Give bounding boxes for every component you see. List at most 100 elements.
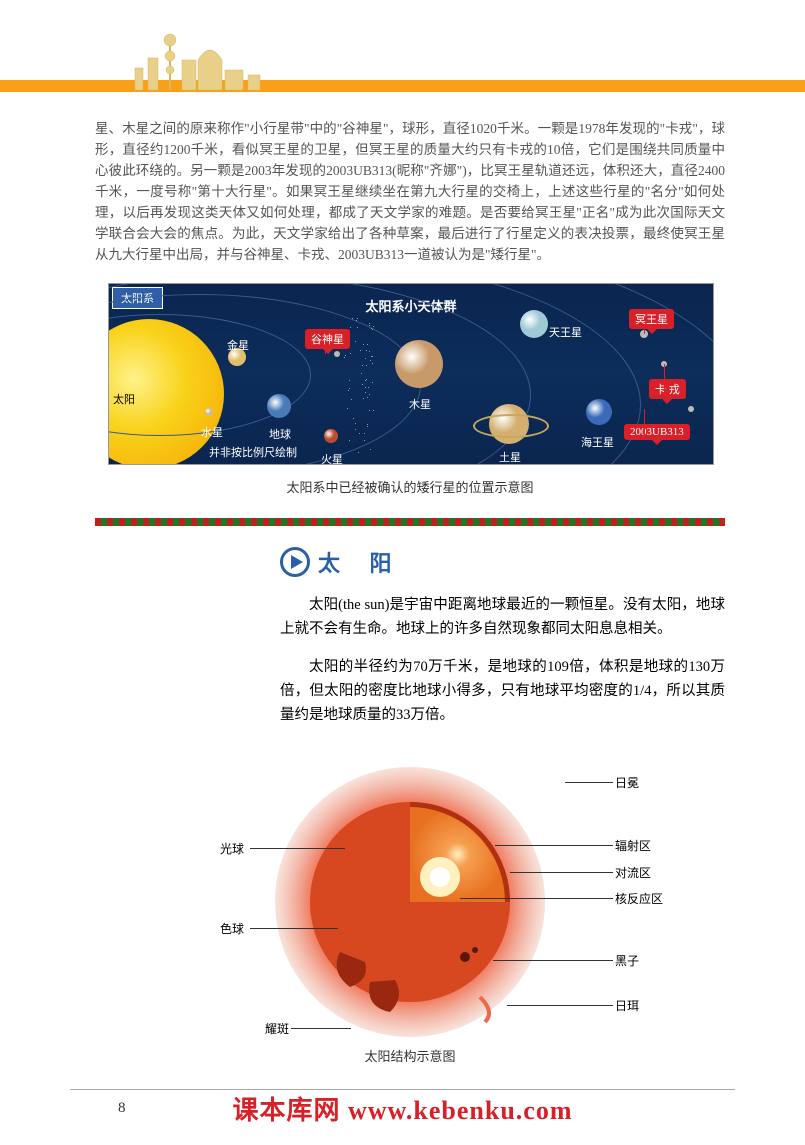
sun-heading: 太 阳 <box>280 546 725 578</box>
dwarf-callout: 卡 戎 <box>649 379 686 399</box>
sun-cutaway-icon <box>270 762 550 1042</box>
dwarf-planet <box>688 406 694 412</box>
asteroid-dot <box>361 373 362 374</box>
asteroid-dot <box>372 356 373 357</box>
asteroid-dot <box>366 365 367 366</box>
asteroid-dot <box>372 382 373 383</box>
intro-paragraph: 星、木星之间的原来称作"小行星带"中的"谷神星"，球形，直径1020千米。一颗是… <box>95 118 725 265</box>
asteroid-dot <box>362 384 363 385</box>
planet-天王星 <box>520 310 548 338</box>
dwarf-callout: 2003UB313 <box>624 424 690 440</box>
asteroid-dot <box>359 433 360 434</box>
callout-line <box>664 364 665 394</box>
asteroid-dot <box>357 327 358 328</box>
struct-line <box>510 872 613 873</box>
asteroid-dot <box>369 394 370 395</box>
asteroid-dot <box>365 392 366 393</box>
asteroid-dot <box>369 410 370 411</box>
asteroid-dot <box>349 440 350 441</box>
solar-system-diagram: 太阳系 太阳系小天体群 太阳 并非按比例尺绘制 水星金星地球火星木星土星天王星海… <box>108 283 712 496</box>
struct-label: 黑子 <box>615 952 639 969</box>
asteroid-dot <box>357 318 358 319</box>
struct-line <box>460 898 613 899</box>
planet-label: 天王星 <box>549 324 582 340</box>
asteroid-dot <box>350 353 351 354</box>
orange-band <box>0 80 805 92</box>
struct-label: 色球 <box>220 920 244 937</box>
asteroid-dot <box>364 433 365 434</box>
asteroid-dot <box>350 327 351 328</box>
page-number: 8 <box>118 1100 126 1117</box>
asteroid-dot <box>370 360 371 361</box>
struct-line <box>250 928 338 929</box>
sun-para-1: 太阳(the sun)是宇宙中距离地球最近的一颗恒星。没有太阳，地球上就不会有生… <box>280 593 725 641</box>
asteroid-dot <box>355 341 356 342</box>
asteroid-dot <box>348 390 349 391</box>
callout-line <box>325 344 326 354</box>
sun-section: 太 阳 太阳(the sun)是宇宙中距离地球最近的一颗恒星。没有太阳，地球上就… <box>280 546 725 727</box>
dwarf-callout: 谷神星 <box>305 329 350 349</box>
struct-line <box>507 1005 613 1006</box>
saturn-ring <box>473 414 549 438</box>
struct-label: 耀斑 <box>265 1020 289 1037</box>
struct-label: 光球 <box>220 840 244 857</box>
asteroid-dot <box>366 350 367 351</box>
struct-line <box>493 960 613 961</box>
solar-box: 太阳系 太阳系小天体群 太阳 并非按比例尺绘制 水星金星地球火星木星土星天王星海… <box>108 283 714 465</box>
struct-label: 核反应区 <box>615 890 663 907</box>
asteroid-dot <box>372 363 373 364</box>
asteroid-dot <box>363 344 364 345</box>
asteroid-dot <box>367 397 368 398</box>
asteroid-dot <box>358 452 359 453</box>
planet-label: 金星 <box>227 337 249 353</box>
asteroid-dot <box>363 398 364 399</box>
asteroid-dot <box>353 418 354 419</box>
asteroid-dot <box>367 344 368 345</box>
planet-海王星 <box>586 399 612 425</box>
play-icon <box>280 547 310 577</box>
asteroid-dot <box>367 426 368 427</box>
asteroid-dot <box>370 449 371 450</box>
planet-水星 <box>205 408 213 416</box>
planet-label: 土星 <box>499 449 521 465</box>
planet-label: 海王星 <box>581 434 614 450</box>
asteroid-dot <box>355 429 356 430</box>
solar-caption: 太阳系中已经被确认的矮行星的位置示意图 <box>108 477 712 496</box>
struct-line <box>565 782 613 783</box>
planet-木星 <box>395 340 443 388</box>
sun-structure-diagram: 日冕辐射区对流区核反应区黑子日珥光球色球耀斑 <box>95 762 725 1042</box>
asteroid-dot <box>365 387 366 388</box>
asteroid-dot <box>362 365 363 366</box>
asteroid-dot <box>345 355 346 356</box>
top-decoration <box>0 0 805 95</box>
asteroid-dot <box>352 318 353 319</box>
asteroid-dot <box>365 380 366 381</box>
asteroid-dot <box>372 329 373 330</box>
struct-label: 辐射区 <box>615 837 651 854</box>
asteroid-dot <box>369 323 370 324</box>
asteroid-dot <box>366 379 367 380</box>
planet-label: 火星 <box>321 451 343 465</box>
asteroid-dot <box>355 423 356 424</box>
asteroid-dot <box>368 387 369 388</box>
planet-火星 <box>324 429 338 443</box>
sun-heading-text: 太 阳 <box>318 546 404 578</box>
sun-para-2: 太阳的半径约为70万千米，是地球的109倍，体积是地球的130万倍，但太阳的密度… <box>280 655 725 727</box>
callout-line <box>644 409 645 439</box>
struct-label: 日珥 <box>615 997 639 1014</box>
content-area: 星、木星之间的原来称作"小行星带"中的"谷神星"，球形，直径1020千米。一颗是… <box>95 118 725 1065</box>
struct-line <box>250 848 345 849</box>
planet-label: 木星 <box>409 396 431 412</box>
skyline-icon <box>130 20 270 92</box>
page: 星、木星之间的原来称作"小行星带"中的"谷神星"，球形，直径1020千米。一颗是… <box>0 0 805 1145</box>
planet-地球 <box>267 394 291 418</box>
asteroid-dot <box>373 326 374 327</box>
asteroid-dot <box>371 356 372 357</box>
asteroid-dot <box>347 408 348 409</box>
asteroid-dot <box>349 380 350 381</box>
asteroid-dot <box>344 357 345 358</box>
section-divider <box>95 518 725 526</box>
callout-line <box>644 324 645 334</box>
planet-label: 地球 <box>269 426 291 442</box>
dwarf-callout: 冥王星 <box>629 309 674 329</box>
